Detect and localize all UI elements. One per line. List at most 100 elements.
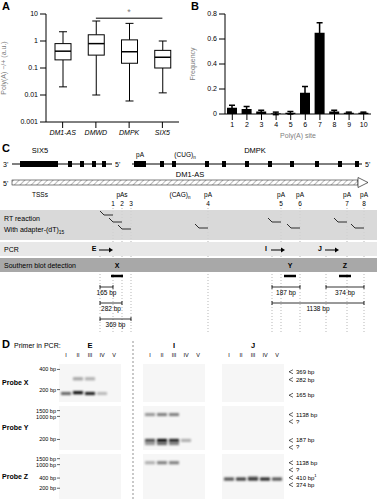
svg-text:III: III — [88, 352, 93, 358]
svg-text:IV: IV — [99, 352, 105, 358]
svg-text:pA: pA — [343, 191, 352, 199]
svg-text:DM1-AS: DM1-AS — [49, 129, 76, 136]
svg-text:pA: pA — [277, 191, 286, 199]
svg-text:8: 8 — [362, 200, 366, 207]
svg-text:5': 5' — [8, 180, 9, 187]
svg-text:Southern blot detection: Southern blot detection — [8, 262, 76, 269]
svg-text:1138 bp: 1138 bp — [306, 305, 329, 313]
svg-text:pA: pA — [204, 191, 213, 199]
svg-text:374 bp: 374 bp — [296, 482, 315, 488]
svg-text:Probe Y: Probe Y — [8, 424, 29, 431]
svg-text:1000 bp: 1000 bp — [36, 462, 56, 468]
svg-text:282 bp: 282 bp — [101, 305, 121, 313]
svg-text:pA: pA — [296, 191, 305, 199]
svg-text:(CAG)n: (CAG)n — [170, 191, 191, 200]
svg-text:*: * — [127, 7, 131, 17]
svg-text:E: E — [92, 245, 97, 252]
svg-text:369 bp: 369 bp — [296, 369, 315, 375]
svg-text:E: E — [87, 341, 92, 350]
svg-text:DM1-AS: DM1-AS — [176, 170, 204, 179]
svg-text:2: 2 — [245, 121, 249, 128]
svg-text:200 bp: 200 bp — [39, 485, 56, 491]
svg-text:1138 bp: 1138 bp — [296, 412, 318, 418]
svg-text:200 bp: 200 bp — [39, 387, 56, 393]
svg-text:374 bp: 374 bp — [335, 289, 355, 297]
svg-text:165 bp: 165 bp — [97, 289, 117, 297]
svg-text:Poly(A) −/+ (a.u.): Poly(A) −/+ (a.u.) — [8, 41, 9, 94]
svg-text:282 bp: 282 bp — [296, 377, 315, 383]
svg-text:V: V — [112, 352, 116, 358]
svg-text:0.8: 0.8 — [207, 10, 217, 17]
svg-text:187 bp: 187 bp — [296, 437, 315, 443]
svg-text:2: 2 — [120, 200, 124, 207]
svg-text:DMPK: DMPK — [244, 146, 266, 155]
svg-text:D: D — [8, 338, 10, 350]
svg-text:Y: Y — [288, 262, 293, 269]
svg-text:0: 0 — [213, 110, 217, 117]
svg-text:Probe X: Probe X — [8, 379, 29, 386]
svg-text:7: 7 — [345, 200, 349, 207]
svg-text:5: 5 — [279, 200, 283, 207]
svg-text:TSSs: TSSs — [32, 191, 49, 198]
svg-text:1: 1 — [34, 37, 38, 44]
svg-text:4: 4 — [206, 200, 210, 207]
svg-text:8: 8 — [333, 121, 337, 128]
svg-text:3': 3' — [8, 161, 9, 168]
svg-text:0.001: 0.001 — [20, 118, 38, 125]
svg-text:DMPK: DMPK — [119, 129, 140, 136]
svg-text:Probe Z: Probe Z — [8, 473, 29, 480]
svg-text:1000 bp: 1000 bp — [36, 414, 56, 420]
svg-text:II: II — [76, 352, 80, 358]
svg-text:(CUG)n: (CUG)n — [174, 151, 196, 160]
svg-text:9: 9 — [347, 121, 351, 128]
svg-text:SIX5: SIX5 — [155, 129, 170, 136]
svg-text:0.4: 0.4 — [207, 60, 217, 67]
svg-text:Primer in PCR:: Primer in PCR: — [14, 342, 61, 349]
svg-text:II: II — [239, 352, 243, 358]
svg-text:PCR: PCR — [8, 246, 19, 253]
svg-text:pAs: pAs — [116, 191, 128, 199]
svg-text:187 bp: 187 bp — [276, 289, 296, 297]
svg-text:Z: Z — [343, 262, 348, 269]
svg-text:1: 1 — [230, 121, 234, 128]
svg-text:0.1: 0.1 — [28, 64, 38, 71]
svg-text:3: 3 — [129, 200, 133, 207]
svg-text:Poly(A) site: Poly(A) site — [280, 132, 316, 140]
svg-text:III: III — [251, 352, 256, 358]
svg-text:6: 6 — [298, 200, 302, 207]
svg-text:?: ? — [296, 419, 300, 425]
svg-text:0.2: 0.2 — [207, 85, 217, 92]
svg-text:1138 bp: 1138 bp — [296, 460, 318, 466]
svg-text:Frequency: Frequency — [189, 47, 197, 81]
svg-text:0.01: 0.01 — [24, 91, 38, 98]
svg-text:5: 5 — [289, 121, 293, 128]
svg-text:10: 10 — [360, 121, 368, 128]
svg-text:J: J — [318, 245, 322, 252]
svg-text:J: J — [251, 341, 255, 350]
svg-text:5': 5' — [365, 161, 369, 168]
svg-text:I: I — [228, 352, 230, 358]
svg-text:6: 6 — [303, 121, 307, 128]
svg-text:?: ? — [296, 444, 300, 450]
svg-text:C: C — [8, 142, 10, 154]
svg-text:400 bp: 400 bp — [39, 366, 56, 372]
svg-text:IV: IV — [262, 352, 268, 358]
svg-text:I: I — [65, 352, 67, 358]
svg-text:369 bp: 369 bp — [106, 321, 126, 329]
svg-text:1: 1 — [111, 200, 115, 207]
svg-text:pA: pA — [360, 191, 369, 199]
svg-text:pA: pA — [136, 151, 145, 159]
svg-text:DMWD: DMWD — [85, 129, 108, 136]
svg-text:IV: IV — [183, 352, 189, 358]
svg-text:4: 4 — [274, 121, 278, 128]
svg-text:X: X — [115, 262, 120, 269]
svg-text:I: I — [173, 341, 175, 350]
svg-text:I: I — [265, 245, 267, 252]
svg-text:200 bp: 200 bp — [39, 436, 56, 442]
svg-text:RT reaction: RT reaction — [8, 215, 40, 222]
svg-text:?: ? — [296, 467, 300, 473]
svg-text:SIX5: SIX5 — [32, 146, 48, 155]
svg-text:V: V — [275, 352, 279, 358]
svg-text:400 bp: 400 bp — [39, 475, 56, 481]
svg-text:5': 5' — [115, 161, 120, 168]
